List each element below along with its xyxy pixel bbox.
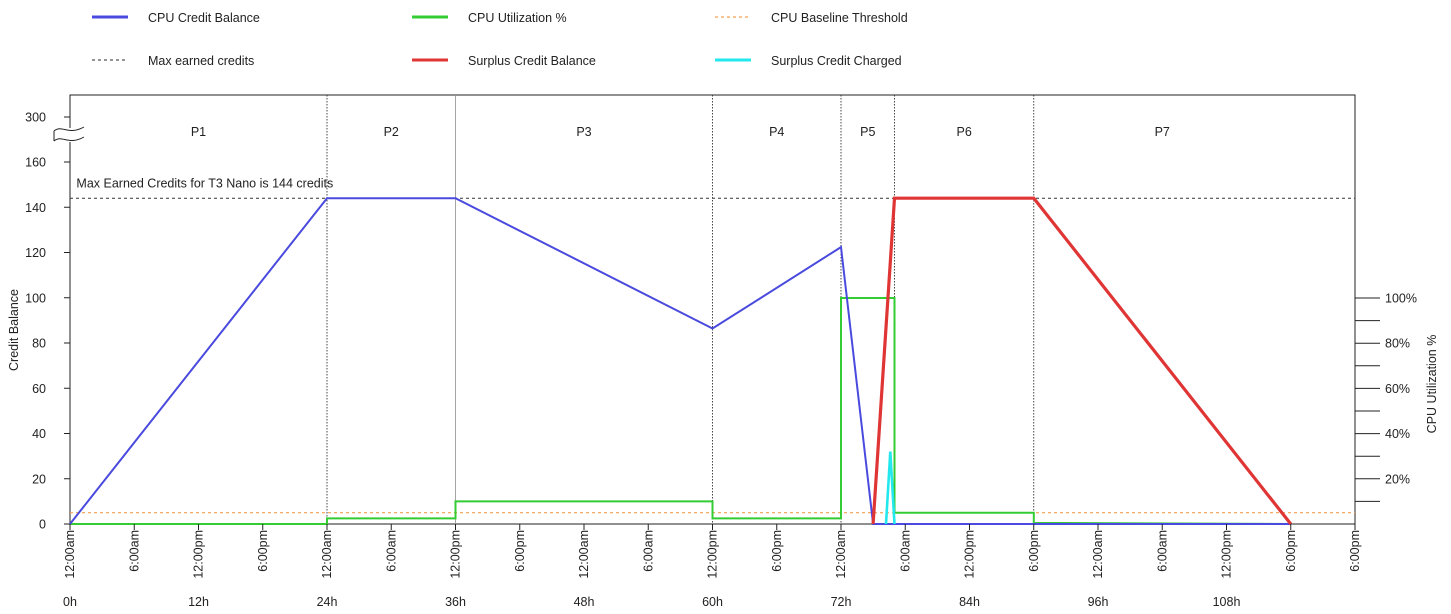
series-line-surplus-credit-balance [871,196,1293,525]
series-lines [69,196,1293,525]
axis-break-curve [53,136,85,142]
y-tick-label: 140 [25,201,46,215]
legend-label: Surplus Credit Charged [771,54,902,68]
x-time-tick-label: 6:00pm [1348,530,1362,572]
axis-break-curve [53,126,85,132]
x-hour-tick-label: 84h [959,595,980,609]
x-time-tick-label: 12:00am [577,530,591,579]
period-label: P6 [956,125,971,139]
x-time-tick-label: 12:00pm [192,530,206,579]
x-time-tick-label: 12:00am [1091,530,1105,579]
y-axis-title: Credit Balance [7,289,21,371]
x-time-tick-label: 6:00am [1155,530,1169,572]
legend-label: CPU Credit Balance [148,11,260,25]
period-label: P4 [769,125,784,139]
x-time-tick-label: 6:00pm [770,530,784,572]
x-time-tick-label: 6:00pm [1027,530,1041,572]
x-hour-tick-label: 96h [1088,595,1109,609]
annotation-text: Max Earned Credits for T3 Nano is 144 cr… [76,177,333,191]
y-tick-label: 300 [25,111,46,125]
x-time-tick-label: 6:00am [127,530,141,572]
x-time-tick-label: 12:00pm [1220,530,1234,579]
legend: CPU Credit Balance CPU Utilization % CPU B… [92,11,908,68]
x-hour-tick-label: 60h [702,595,723,609]
x-hour-tick-label: 108h [1213,595,1241,609]
x-time-tick-label: 12:00pm [706,530,720,579]
x-hour-tick-label: 48h [574,595,595,609]
series-line-cpu-credit-balance [69,197,1291,525]
series-line-surplus-credit-charged [884,451,896,525]
x-time-tick-label: 6:00pm [256,530,270,572]
x-hour-tick-label: 12h [188,595,209,609]
x-time-tick-label: 6:00am [641,530,655,572]
period-label: P2 [384,125,399,139]
y2-axis-title: CPU Utilization % [1425,335,1439,434]
x-time-tick-label: 6:00am [898,530,912,572]
period-label: P7 [1155,125,1170,139]
period-label: P1 [191,125,206,139]
x-time-tick-label: 12:00am [834,530,848,579]
series-line-cpu-utilization [70,297,1291,525]
x-time-tick-label: 6:00pm [1284,530,1298,572]
y2-tick-label: 100% [1385,292,1417,306]
legend-label: Surplus Credit Balance [468,54,596,68]
legend-label: Max earned credits [148,54,254,68]
x-time-tick-label: 12:00am [320,530,334,579]
y-tick-label: 40 [32,427,46,441]
y2-tick-label: 40% [1385,427,1410,441]
x-hour-tick-label: 36h [445,595,466,609]
y-tick-label: 160 [25,156,46,170]
legend-label: CPU Baseline Threshold [771,11,908,25]
y-tick-label: 80 [32,337,46,351]
period-label: P3 [576,125,591,139]
y-tick-label: 60 [32,382,46,396]
period-label: P5 [860,125,875,139]
y2-tick-label: 20% [1385,472,1410,486]
y-tick-label: 20 [32,472,46,486]
axis-break-mask [56,128,84,142]
y2-tick-label: 60% [1385,382,1410,396]
x-time-tick-label: 6:00pm [513,530,527,572]
y-tick-label: 0 [39,518,46,532]
x-hour-tick-label: 24h [317,595,338,609]
period-dividers: P1 P2 P3 P4 P5 P6 P7 Max Earned Credits for T3 … [70,95,1355,524]
x-time-tick-label: 12:00pm [449,530,463,579]
x-time-tick-label: 6:00am [384,530,398,572]
x-hour-tick-label: 72h [831,595,852,609]
x-time-tick-label: 12:00am [63,530,77,579]
legend-label: CPU Utilization % [468,11,567,25]
x-hour-tick-label: 0h [63,595,77,609]
y-tick-label: 120 [25,246,46,260]
y2-tick-label: 80% [1385,337,1410,351]
x-time-tick-label: 12:00pm [963,530,977,579]
y-tick-label: 100 [25,291,46,305]
axes: 0 20 40 60 80 100 120 140 160 300 Credit Balance 20… [7,111,1439,610]
